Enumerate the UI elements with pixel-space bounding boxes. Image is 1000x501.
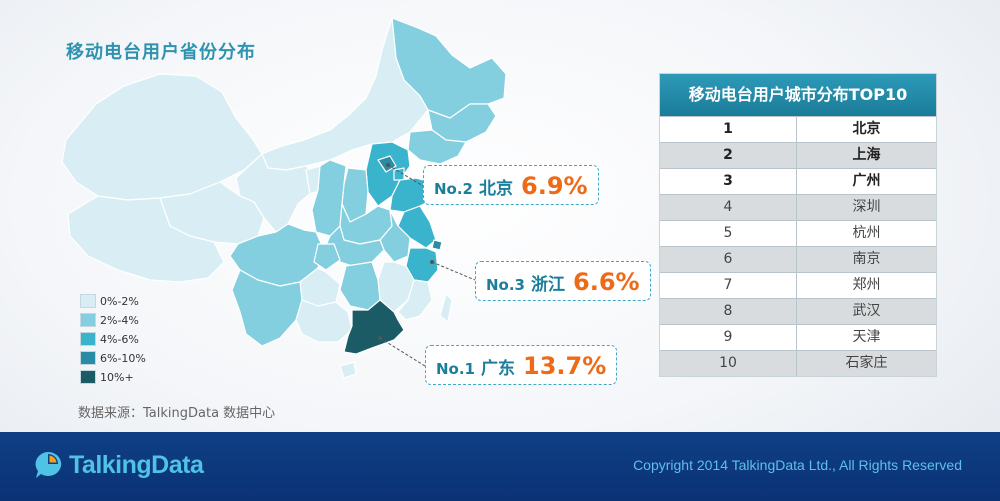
logo-text: TalkingData (69, 450, 204, 479)
legend-swatch (80, 370, 96, 384)
callout-line-guangdong (379, 337, 426, 367)
rank-cell: 1 (660, 117, 797, 142)
table-row: 5 杭州 (660, 220, 936, 246)
table-row: 6 南京 (660, 246, 936, 272)
callout-guangdong: No.1 广东 13.7% (425, 345, 618, 385)
region-taiwan (439, 293, 453, 323)
region-chongqing (313, 243, 341, 271)
region-shanghai (431, 239, 443, 251)
footer-bar: TalkingData Copyright 2014 TalkingData L… (0, 432, 1000, 501)
map-title: 移动电台用户省份分布 (66, 42, 256, 63)
rank-cell: 5 (660, 221, 797, 246)
region-fujian (397, 279, 433, 321)
chat-bubble-pie-icon (35, 451, 62, 478)
rank-cell: 9 (660, 325, 797, 350)
city-cell: 天津 (852, 329, 881, 345)
table-row: 4 深圳 (660, 194, 936, 220)
callout-rank: No.2 (434, 180, 473, 198)
callout-line-beijing (387, 164, 424, 187)
rank-cell: 10 (660, 351, 797, 376)
rank-cell: 6 (660, 247, 797, 272)
callout-rank: No.3 (486, 276, 525, 294)
city-cell: 武汉 (852, 303, 881, 319)
region-hainan (339, 361, 357, 379)
legend-swatch (80, 313, 96, 327)
callout-dot-zhejiang (430, 260, 434, 264)
callout-region: 浙江 (531, 275, 565, 295)
table-title: 移动电台用户城市分布TOP10 (660, 74, 936, 116)
legend-label: 4%-6% (100, 332, 139, 346)
legend-item: 2%-4% (80, 312, 146, 328)
callout-value: 6.6% (573, 268, 640, 296)
table-row: 7 郑州 (660, 272, 936, 298)
city-cell: 郑州 (852, 277, 881, 293)
table-row: 3 广州 (660, 168, 936, 194)
callout-beijing: No.2 北京 6.9% (423, 165, 599, 205)
callout-region: 北京 (479, 179, 513, 199)
legend-item: 4%-6% (80, 331, 146, 347)
table-row: 9 天津 (660, 324, 936, 350)
legend-swatch (80, 294, 96, 308)
legend-label: 6%-10% (100, 351, 146, 365)
callout-value: 6.9% (521, 172, 588, 200)
callout-region: 广东 (481, 359, 515, 379)
table-row: 10 石家庄 (660, 350, 936, 376)
copyright-text: Copyright 2014 TalkingData Ltd., All Rig… (633, 457, 962, 473)
china-province-map (61, 17, 507, 379)
rank-cell: 2 (660, 143, 797, 168)
map-legend: 0%-2% 2%-4% 4%-6% 6%-10% 10%+ (80, 293, 146, 388)
callout-dot-guangdong (378, 336, 382, 340)
legend-label: 10%+ (100, 370, 134, 384)
table-row: 2 上海 (660, 142, 936, 168)
legend-swatch (80, 351, 96, 365)
region-tibet (67, 195, 225, 283)
region-guangdong (343, 299, 405, 355)
callout-dot-beijing (386, 163, 390, 167)
city-cell: 上海 (852, 147, 881, 163)
region-hunan (339, 261, 381, 311)
legend-swatch (80, 332, 96, 346)
rank-cell: 3 (660, 169, 797, 194)
city-cell: 北京 (852, 121, 881, 137)
region-guangxi (295, 299, 353, 343)
legend-label: 0%-2% (100, 294, 139, 308)
rank-cell: 7 (660, 273, 797, 298)
city-cell: 广州 (852, 173, 881, 189)
callout-rank: No.1 (436, 360, 475, 378)
legend-label: 2%-4% (100, 313, 139, 327)
rank-cell: 4 (660, 195, 797, 220)
talkingdata-logo: TalkingData (33, 450, 204, 480)
rank-cell: 8 (660, 299, 797, 324)
region-yunnan (231, 269, 303, 347)
callout-value: 13.7% (523, 352, 607, 380)
city-cell: 石家庄 (845, 355, 888, 371)
city-cell: 南京 (852, 251, 881, 267)
callout-line-zhejiang (431, 261, 476, 281)
legend-item: 6%-10% (80, 350, 146, 366)
legend-item: 10%+ (80, 369, 146, 385)
city-cell: 杭州 (852, 225, 881, 241)
legend-item: 0%-2% (80, 293, 146, 309)
city-cell: 深圳 (852, 199, 881, 215)
city-top10-table: 移动电台用户城市分布TOP10 1 北京 2 上海 3 广州 4 深圳 5 杭州… (659, 73, 937, 377)
data-source-note: 数据来源：TalkingData 数据中心 (78, 406, 276, 421)
callout-zhejiang: No.3 浙江 6.6% (475, 261, 651, 301)
table-row: 1 北京 (660, 116, 936, 142)
region-liaoning (407, 129, 467, 165)
region-xinjiang (61, 73, 263, 201)
table-row: 8 武汉 (660, 298, 936, 324)
